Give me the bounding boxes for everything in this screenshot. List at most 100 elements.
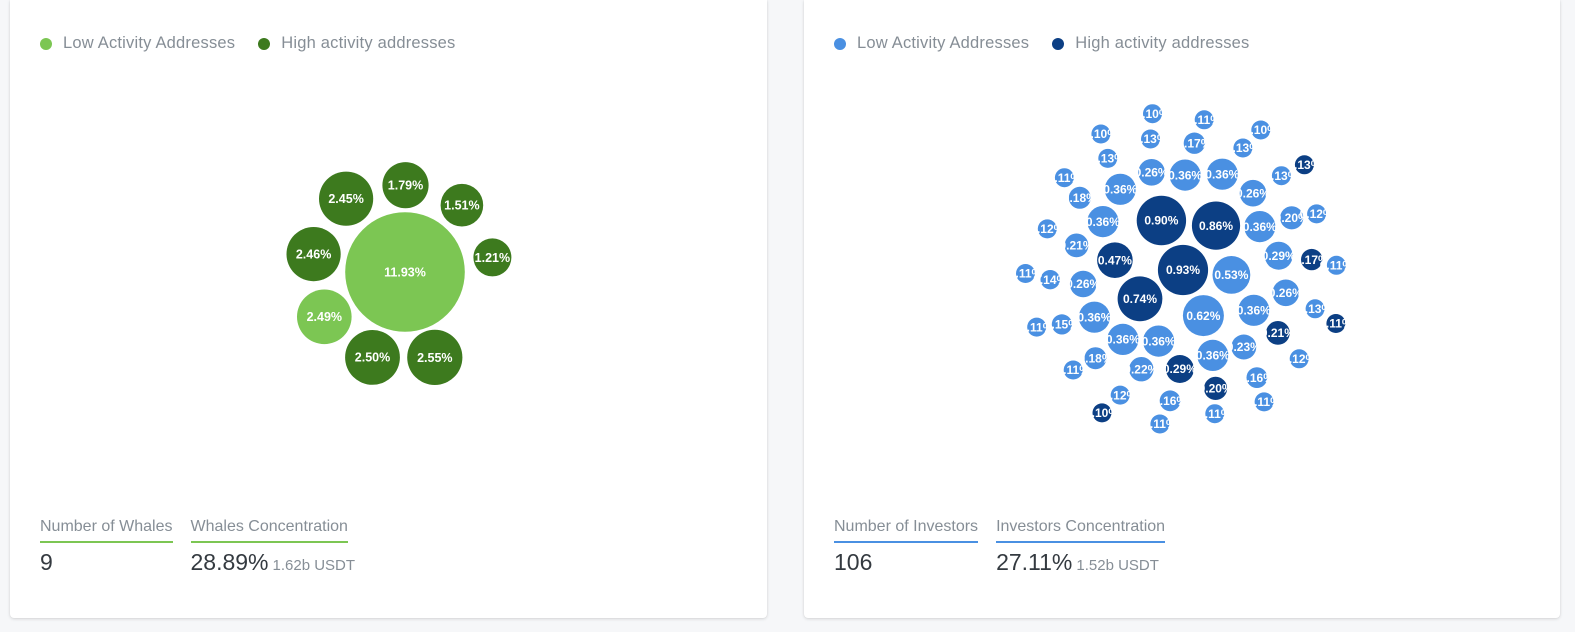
high-activity-bubble-2[interactable]: 2.50% bbox=[345, 330, 400, 385]
high-activity-bubble-1[interactable]: 2.55% bbox=[407, 329, 463, 385]
low-activity-bubble-7[interactable]: 0.36% bbox=[1106, 323, 1140, 355]
low-activity-bubble-5[interactable]: 0.36% bbox=[1243, 211, 1277, 243]
bubble-label: 0.10% bbox=[1085, 406, 1119, 420]
low-activity-bubble-22[interactable]: 0.18% bbox=[1078, 347, 1113, 370]
low-activity-bubble-33[interactable]: 0.13% bbox=[1298, 299, 1332, 319]
low-activity-bubble-35[interactable]: 0.12% bbox=[1030, 219, 1065, 239]
bubble-circle bbox=[1254, 392, 1274, 412]
low-activity-bubble-45[interactable]: 0.11% bbox=[1020, 317, 1054, 337]
bubble-label: 0.11% bbox=[1320, 259, 1354, 273]
low-activity-bubble-1[interactable]: 11.93% bbox=[345, 212, 465, 332]
bubble-circle bbox=[1037, 219, 1057, 239]
low-activity-bubble-20[interactable]: 0.21% bbox=[1059, 233, 1094, 258]
bubble-circle bbox=[1272, 279, 1300, 307]
bubble-label: 0.13% bbox=[1264, 169, 1298, 183]
low-activity-bubble-23[interactable]: 0.18% bbox=[1063, 186, 1097, 209]
bubble-circle bbox=[1110, 385, 1130, 405]
whales-concentration-label: Whales Concentration bbox=[190, 518, 348, 543]
low-activity-bubble-37[interactable]: 0.12% bbox=[1282, 349, 1317, 369]
high-activity-bubble-8[interactable]: 0.20% bbox=[1199, 376, 1233, 400]
low-activity-bubble-39[interactable]: 0.11% bbox=[1057, 360, 1091, 380]
low-activity-bubble-21[interactable]: 0.20% bbox=[1275, 206, 1309, 230]
low-activity-bubble-15[interactable]: 0.26% bbox=[1135, 159, 1169, 186]
high-activity-bubble-1[interactable]: 0.93% bbox=[1157, 244, 1209, 296]
low-activity-bubble-44[interactable]: 0.11% bbox=[1143, 414, 1177, 434]
low-activity-bubble-40[interactable]: 0.11% bbox=[1048, 168, 1082, 188]
low-activity-bubble-17[interactable]: 0.26% bbox=[1269, 279, 1303, 307]
investors-count-label: Number of Investors bbox=[834, 518, 979, 543]
bubble-circle bbox=[1138, 159, 1165, 186]
legend-low-activity[interactable]: Low Activity Addresses bbox=[40, 34, 235, 53]
high-activity-bubble-6[interactable]: 0.29% bbox=[1163, 355, 1197, 383]
low-activity-bubble-18[interactable]: 0.23% bbox=[1227, 334, 1261, 360]
high-activity-bubble-5[interactable]: 1.79% bbox=[382, 162, 429, 209]
bubble-label: 0.26% bbox=[1066, 277, 1100, 291]
low-activity-bubble-3[interactable]: 0.36% bbox=[1142, 325, 1176, 357]
low-activity-bubble-30[interactable]: 0.13% bbox=[1133, 129, 1168, 149]
low-activity-bubble-47[interactable]: 0.10% bbox=[1084, 124, 1118, 144]
whales-bubble-chart: 11.93% 2.55% 2.50% 2.49% 2.46% 2.45% 1.79% 1.51… bbox=[286, 162, 512, 385]
high-activity-bubble-7[interactable]: 0.21% bbox=[1261, 321, 1295, 345]
bubble-circle bbox=[1159, 390, 1181, 412]
high-activity-bubble-9[interactable]: 0.17% bbox=[1295, 248, 1329, 271]
bubble-circle bbox=[440, 183, 484, 227]
low-activity-bubble-34[interactable]: 0.12% bbox=[1103, 385, 1138, 405]
low-activity-bubble-4[interactable]: 0.36% bbox=[1237, 294, 1271, 326]
high-activity-bubble-5[interactable]: 0.47% bbox=[1097, 242, 1133, 278]
legend-low-activity[interactable]: Low Activity Addresses bbox=[834, 34, 1029, 53]
high-activity-bubble-11[interactable]: 0.11% bbox=[1319, 314, 1353, 333]
bubble-circle bbox=[1143, 104, 1162, 124]
low-activity-bubble-19[interactable]: 0.22% bbox=[1124, 357, 1159, 382]
bubble-label: 0.36% bbox=[1086, 215, 1120, 229]
low-activity-bubble-38[interactable]: 0.11% bbox=[1198, 404, 1232, 424]
low-activity-bubble-43[interactable]: 0.11% bbox=[1247, 392, 1281, 412]
bubble-circle bbox=[1233, 138, 1253, 158]
low-activity-bubble-28[interactable]: 0.14% bbox=[1033, 270, 1068, 290]
high-activity-bubble-4[interactable]: 0.74% bbox=[1117, 276, 1163, 322]
low-activity-bubble-8[interactable]: 0.36% bbox=[1086, 206, 1120, 238]
low-activity-bubble-14[interactable]: 0.26% bbox=[1066, 270, 1101, 298]
bubble-circle bbox=[1040, 270, 1060, 290]
low-activity-bubble-11[interactable]: 0.36% bbox=[1103, 173, 1138, 205]
low-activity-bubble-2[interactable]: 2.49% bbox=[297, 289, 352, 345]
low-activity-bubble-13[interactable]: 0.29% bbox=[1262, 241, 1296, 270]
high-activity-bubble-2[interactable]: 0.90% bbox=[1136, 195, 1187, 246]
low-activity-bubble-16[interactable]: 0.26% bbox=[1236, 179, 1270, 207]
low-activity-bubble-49[interactable]: 0.10% bbox=[1244, 120, 1278, 140]
bubble-label: 0.17% bbox=[1295, 253, 1329, 267]
low-activity-bubble-9[interactable]: 0.36% bbox=[1168, 159, 1202, 191]
low-activity-bubble-29[interactable]: 0.13% bbox=[1091, 148, 1125, 168]
low-activity-bubble-36[interactable]: 0.12% bbox=[1300, 204, 1334, 224]
bubble-label: 2.55% bbox=[417, 351, 452, 365]
high-activity-bubble-4[interactable]: 2.45% bbox=[319, 171, 374, 226]
bubble-label: 0.12% bbox=[1103, 388, 1137, 402]
low-activity-bubble-1[interactable]: 0.62% bbox=[1182, 295, 1224, 337]
low-activity-bubble-41[interactable]: 0.11% bbox=[1188, 110, 1222, 130]
legend-high-activity[interactable]: High activity addresses bbox=[258, 34, 455, 53]
low-activity-bubble-27[interactable]: 0.15% bbox=[1045, 314, 1079, 335]
investors-concentration-value: 27.11% bbox=[996, 549, 1073, 575]
high-activity-bubble-7[interactable]: 1.21% bbox=[473, 238, 512, 277]
high-activity-bubble-3[interactable]: 2.46% bbox=[286, 227, 341, 282]
bubble-circle bbox=[1097, 242, 1133, 278]
low-activity-bubble-25[interactable]: 0.16% bbox=[1240, 367, 1274, 388]
low-activity-bubble-12[interactable]: 0.36% bbox=[1205, 158, 1240, 190]
low-activity-bubble-24[interactable]: 0.17% bbox=[1177, 132, 1212, 154]
bubble-circle bbox=[1016, 264, 1035, 283]
low-activity-bubble-46[interactable]: 0.11% bbox=[1009, 264, 1043, 283]
low-activity-bubble-26[interactable]: 0.16% bbox=[1153, 390, 1187, 412]
high-activity-bubble-6[interactable]: 1.51% bbox=[440, 183, 484, 227]
bubble-circle bbox=[1305, 299, 1325, 319]
low-activity-bubble-10[interactable]: 0.36% bbox=[1077, 301, 1112, 333]
low-activity-bubble-48[interactable]: 0.10% bbox=[1135, 104, 1170, 124]
high-activity-bubble-3[interactable]: 0.86% bbox=[1191, 201, 1241, 250]
low-activity-bubble-31[interactable]: 0.13% bbox=[1226, 138, 1260, 158]
low-activity-bubble-6[interactable]: 0.36% bbox=[1196, 339, 1230, 371]
legend-high-activity[interactable]: High activity addresses bbox=[1052, 34, 1249, 53]
bubble-circle bbox=[1251, 120, 1271, 140]
low-activity-bubble-32[interactable]: 0.13% bbox=[1264, 166, 1299, 186]
high-activity-bubble-10[interactable]: 0.13% bbox=[1287, 155, 1322, 175]
low-activity-bubble-42[interactable]: 0.11% bbox=[1320, 255, 1354, 275]
high-activity-bubble-12[interactable]: 0.10% bbox=[1085, 403, 1119, 423]
low-activity-bubble-2[interactable]: 0.53% bbox=[1212, 256, 1251, 294]
